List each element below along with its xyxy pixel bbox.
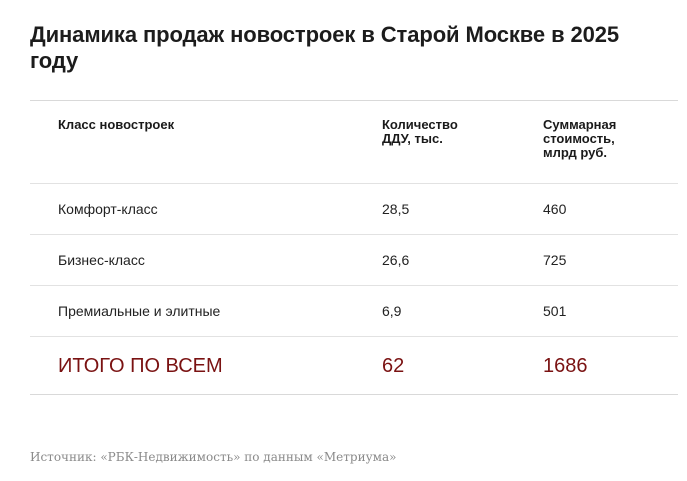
header-count: Количество ДДУ, тыс. — [382, 117, 458, 146]
row-value: 501 — [543, 303, 567, 319]
table-row: Бизнес-класс 26,6 725 — [30, 235, 678, 286]
source-note: Источник: «РБК-Недвижимость» по данным «… — [30, 450, 397, 464]
row-count: 6,9 — [382, 303, 402, 319]
row-class: Премиальные и элитные — [58, 303, 221, 319]
table-total-row: ИТОГО ПО ВСЕМ 62 1686 — [30, 337, 678, 395]
row-count: 26,6 — [382, 252, 410, 268]
table-header-row: Класс новостроек Количество ДДУ, тыс. Су… — [30, 101, 678, 184]
row-class: Комфорт-класс — [58, 201, 158, 217]
row-count: 28,5 — [382, 201, 410, 217]
header-value: Суммарная стоимость, млрд руб. — [543, 117, 617, 160]
row-value: 725 — [543, 252, 567, 268]
total-count: 62 — [382, 355, 405, 377]
row-value: 460 — [543, 201, 567, 217]
header-class: Класс новостроек — [58, 117, 175, 132]
table-row: Комфорт-класс 28,5 460 — [30, 184, 678, 235]
table-row: Премиальные и элитные 6,9 501 — [30, 286, 678, 337]
sales-table: Класс новостроек Количество ДДУ, тыс. Су… — [30, 100, 678, 395]
page-title: Динамика продаж новостроек в Старой Моск… — [30, 22, 620, 73]
total-value: 1686 — [543, 355, 588, 377]
total-label: ИТОГО ПО ВСЕМ — [58, 355, 223, 377]
row-class: Бизнес-класс — [58, 252, 145, 268]
